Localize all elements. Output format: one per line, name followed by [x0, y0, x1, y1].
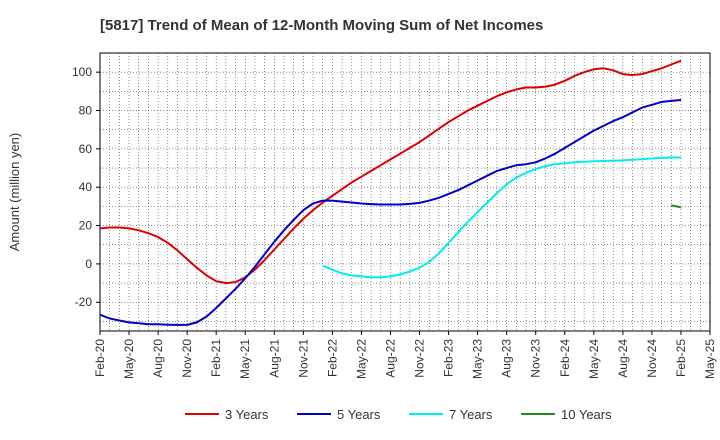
series-line-7-years: [322, 156, 681, 279]
y-axis-label: Amount (million yen): [7, 133, 22, 252]
y-tick-label: 0: [85, 257, 92, 271]
x-tick-label: Aug-23: [500, 339, 514, 378]
y-tick-label: 60: [79, 142, 93, 156]
y-tick-label: 100: [72, 65, 92, 79]
x-tick-label: May-24: [587, 339, 601, 379]
x-tick-label: Feb-20: [93, 339, 107, 377]
x-tick-label: May-22: [354, 339, 368, 379]
legend-label-5-years: 5 Years: [337, 407, 381, 422]
x-tick-label: Aug-22: [383, 339, 397, 378]
x-tick-label: May-20: [122, 339, 136, 379]
x-axis: Feb-20 May-20 Aug-20 Nov-20 Feb-21 May-21 Aug-…: [93, 331, 717, 379]
x-tick-label: Nov-24: [645, 339, 659, 378]
y-tick-label: 20: [79, 219, 93, 233]
x-tick-label: Nov-20: [180, 339, 194, 378]
x-tick-label: Aug-20: [151, 339, 165, 378]
x-tick-label: Feb-24: [558, 339, 572, 377]
x-tick-label: Aug-24: [616, 339, 630, 378]
chart-title: [5817] Trend of Mean of 12-Month Moving …: [100, 17, 543, 34]
x-tick-label: May-25: [703, 339, 717, 379]
y-axis: -20 0 20 40 60 80 100: [72, 65, 100, 309]
x-tick-label: May-23: [471, 339, 485, 379]
legend-label-7-years: 7 Years: [449, 407, 493, 422]
legend: 3 Years 5 Years 7 Years 10 Years: [185, 407, 612, 422]
x-tick-label: Feb-21: [209, 339, 223, 377]
x-tick-label: Nov-21: [296, 339, 310, 378]
plot-area-border: [99, 52, 711, 332]
x-tick-label: May-21: [238, 339, 252, 379]
x-tick-label: Feb-25: [674, 339, 688, 377]
series-line-5-years: [99, 99, 682, 326]
y-tick-label: -20: [75, 295, 93, 309]
y-tick-label: 40: [79, 180, 93, 194]
legend-label-3-years: 3 Years: [225, 407, 269, 422]
x-tick-label: Nov-22: [413, 339, 427, 378]
x-tick-label: Feb-23: [442, 339, 456, 377]
x-tick-label: Feb-22: [325, 339, 339, 377]
x-tick-label: Nov-23: [529, 339, 543, 378]
series-line-10-years: [671, 204, 682, 209]
series-lines: [99, 59, 682, 326]
x-tick-label: Aug-21: [267, 339, 281, 378]
series-line-3-years: [99, 59, 682, 285]
legend-label-10-years: 10 Years: [561, 407, 612, 422]
y-tick-label: 80: [79, 104, 93, 118]
grid: [100, 53, 710, 331]
